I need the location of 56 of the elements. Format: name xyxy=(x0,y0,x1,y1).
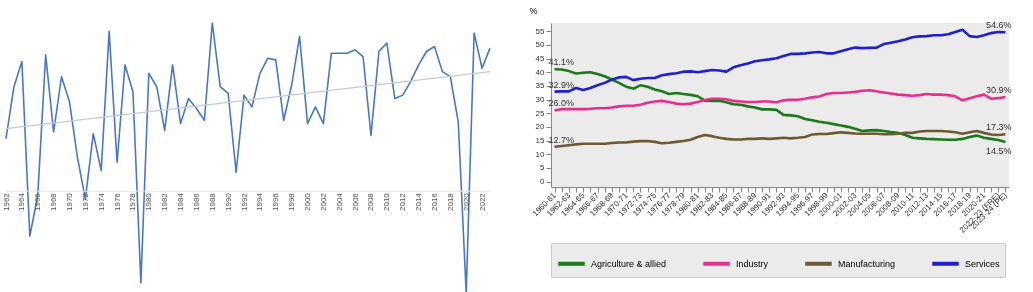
legend-label: Services xyxy=(965,258,1001,269)
x-tick-label: 2008 xyxy=(366,192,376,211)
x-tick-label: 1964 xyxy=(17,192,27,211)
x-tick-label: 2012 xyxy=(398,192,408,211)
x-tick-label: 2010 xyxy=(382,192,392,211)
legend-label: Industry xyxy=(736,258,769,269)
y-tick-label: 15 xyxy=(535,136,546,146)
x-tick-label: 1968 xyxy=(49,192,59,211)
data-label: 30.9% xyxy=(985,85,1012,96)
data-label: 54.6% xyxy=(985,20,1012,31)
data-label: 32.9% xyxy=(548,79,575,90)
x-tick-label: 1976 xyxy=(112,192,122,211)
x-tick-label: 1980 xyxy=(144,192,154,211)
x-tick-label: 1972 xyxy=(80,192,90,211)
y-tick-label: 25 xyxy=(535,108,546,118)
x-tick-label: 1994 xyxy=(255,192,265,211)
x-tick-label: 2004 xyxy=(334,192,344,211)
x-tick-label: 2006 xyxy=(350,192,360,211)
x-tick-label: 2000 xyxy=(303,192,313,211)
data-label: 14.5% xyxy=(985,145,1012,156)
x-tick-label: 2022 xyxy=(477,192,487,211)
data-label: 17.3% xyxy=(985,122,1012,133)
y-tick-label: 0 xyxy=(540,177,546,187)
legend-label: Agriculture & allied xyxy=(591,258,667,269)
y-tick-label: 45 xyxy=(535,54,546,64)
x-tick-label: 1988 xyxy=(207,192,217,211)
y-tick-label: 20 xyxy=(535,122,546,132)
y-tick-label: 35 xyxy=(535,81,546,91)
x-tick-label: 2018 xyxy=(445,192,455,211)
y-tick-label: 55 xyxy=(535,26,546,36)
x-tick-label: 1984 xyxy=(176,192,186,211)
y-tick-label: 30 xyxy=(535,95,546,105)
x-tick-label: 1990 xyxy=(223,192,233,211)
x-tick-label: 1996 xyxy=(271,192,281,211)
data-label: 41.1% xyxy=(548,57,575,68)
x-tick-label: 1992 xyxy=(239,192,249,211)
y-tick-label: 5 xyxy=(540,163,546,173)
x-tick-label: 2020 xyxy=(461,192,471,211)
x-tick-label: 1982 xyxy=(160,192,170,211)
y-tick-label: 40 xyxy=(535,67,546,77)
data-label: 26.0% xyxy=(548,98,575,109)
x-tick-label: 1974 xyxy=(96,192,106,211)
x-tick-label: 1970 xyxy=(64,192,74,211)
data-label: 12.7% xyxy=(548,134,575,145)
x-tick-label: 2002 xyxy=(318,192,328,211)
y-tick-label: 10 xyxy=(535,149,546,159)
y-axis-title: % xyxy=(529,5,538,16)
x-tick-label: 1998 xyxy=(287,192,297,211)
legend-label: Manufacturing xyxy=(838,258,896,269)
y-tick-label: 50 xyxy=(535,40,546,50)
x-tick-label: 1966 xyxy=(33,192,43,211)
x-tick-label: 1962 xyxy=(1,192,11,211)
x-tick-label: 1986 xyxy=(191,192,201,211)
x-tick-label: 2014 xyxy=(414,192,424,211)
x-tick-label: 2016 xyxy=(429,192,439,211)
x-tick-label: 1978 xyxy=(128,192,138,211)
